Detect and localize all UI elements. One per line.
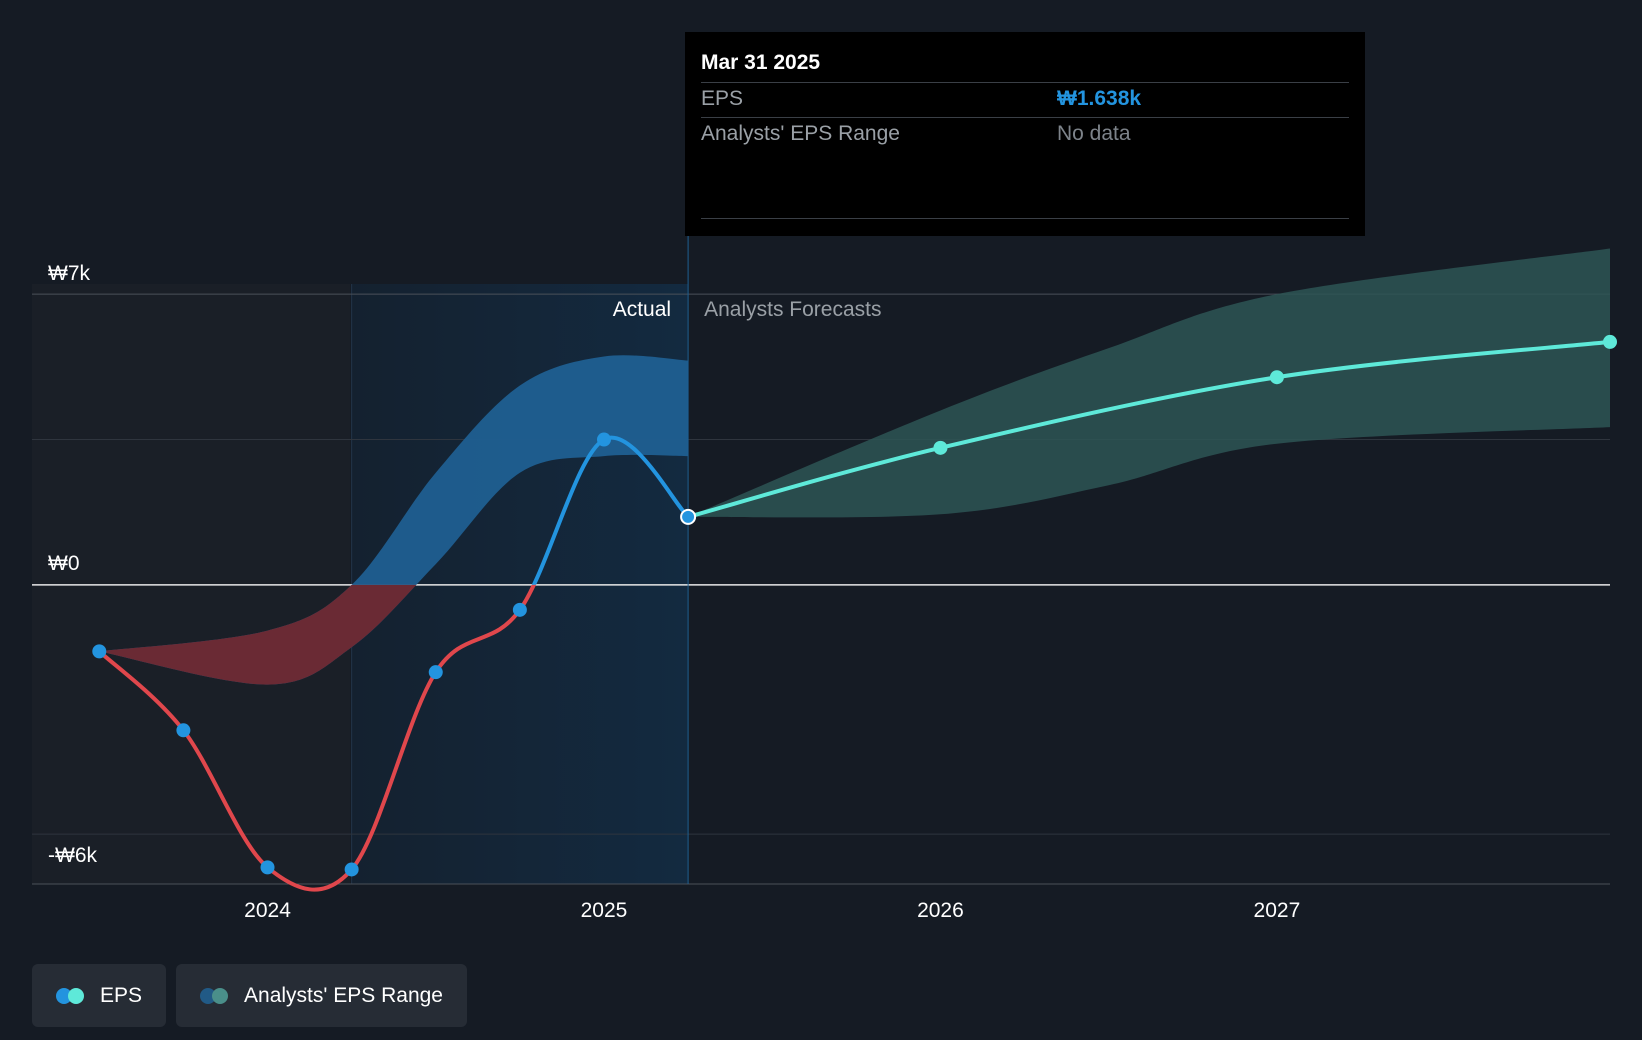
y-tick-label: -₩6k bbox=[48, 844, 97, 867]
eps-highlight-point bbox=[680, 508, 697, 525]
tooltip-eps-value: ₩1.638k bbox=[1057, 87, 1142, 110]
past-dark-region bbox=[32, 284, 350, 884]
eps-forecast-point bbox=[1269, 370, 1284, 385]
tooltip: Mar 31 2025 EPS ₩1.638k Analysts' EPS Ra… bbox=[685, 32, 1365, 236]
eps-legend-icon bbox=[56, 987, 86, 1004]
tooltip-divider bbox=[701, 218, 1349, 219]
y-tick-label: ₩0 bbox=[48, 552, 80, 575]
tooltip-range-value: No data bbox=[1057, 122, 1131, 145]
eps-actual-point bbox=[92, 644, 107, 659]
eps-actual-point bbox=[512, 602, 527, 617]
eps-forecast-line bbox=[687, 339, 1611, 519]
eps-actual-point bbox=[596, 432, 611, 447]
range-band-forecast bbox=[688, 248, 1610, 518]
eps-forecast-point bbox=[1603, 334, 1617, 349]
x-tick-label: 2024 bbox=[244, 899, 291, 922]
eps-actual-point bbox=[260, 860, 275, 875]
legend: EPS Analysts' EPS Range bbox=[32, 964, 467, 1027]
x-tick-label: 2026 bbox=[917, 899, 964, 922]
x-tick-label: 2025 bbox=[581, 899, 628, 922]
eps-forecast-point bbox=[933, 440, 948, 455]
tooltip-row-eps: EPS ₩1.638k bbox=[701, 82, 1349, 117]
forecast-section-label: Analysts Forecasts bbox=[704, 298, 881, 321]
tooltip-eps-label: EPS bbox=[701, 87, 744, 110]
actual-section-label: Actual bbox=[613, 298, 671, 321]
legend-item-eps-range[interactable]: Analysts' EPS Range bbox=[176, 964, 467, 1027]
eps-actual-line-positive bbox=[531, 435, 690, 585]
eps-actual-line-negative bbox=[97, 584, 536, 892]
legend-label-eps-range: Analysts' EPS Range bbox=[244, 983, 443, 1007]
legend-item-eps[interactable]: EPS bbox=[32, 964, 167, 1027]
eps-actual-point bbox=[176, 723, 191, 738]
tooltip-date: Mar 31 2025 bbox=[701, 51, 821, 74]
legend-label-eps: EPS bbox=[100, 983, 143, 1007]
tooltip-row-range: Analysts' EPS Range No data bbox=[701, 117, 1349, 152]
eps-actual-point bbox=[428, 665, 443, 680]
range-band-actual-negative bbox=[99, 584, 417, 685]
eps-range-legend-icon bbox=[200, 987, 230, 1004]
y-tick-label: ₩7k bbox=[48, 262, 91, 285]
eps-actual-point bbox=[344, 862, 359, 877]
tooltip-range-label: Analysts' EPS Range bbox=[701, 122, 900, 145]
range-band-actual bbox=[99, 355, 689, 685]
x-tick-label: 2027 bbox=[1254, 899, 1301, 922]
